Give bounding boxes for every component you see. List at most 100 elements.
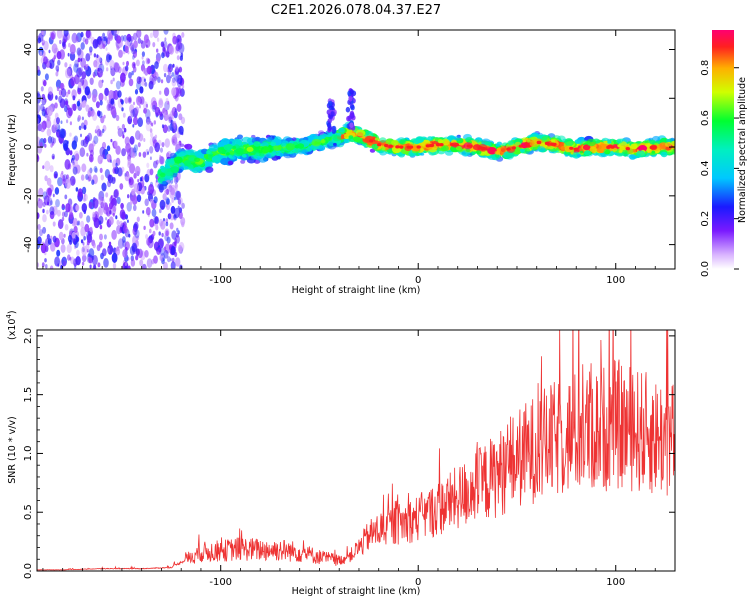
- noise-cell: [81, 163, 87, 173]
- noise-cell: [59, 128, 66, 139]
- noise-cell: [132, 195, 138, 205]
- noise-cell: [51, 30, 56, 40]
- noise-cell: [98, 79, 103, 89]
- ridge-cell: [227, 160, 234, 166]
- noise-cell: [134, 113, 137, 118]
- noise-cell: [163, 246, 167, 251]
- ridge-cell: [616, 138, 623, 144]
- noise-cell: [92, 112, 98, 121]
- noise-cell: [55, 95, 58, 100]
- noise-cell: [172, 120, 177, 129]
- noise-cell: [51, 43, 58, 54]
- noise-cell: [159, 247, 165, 256]
- ridge-cell: [526, 139, 531, 143]
- burst-cell: [348, 96, 353, 102]
- noise-cell: [132, 55, 135, 60]
- noise-cell: [158, 156, 164, 165]
- ridge-cell: [621, 149, 628, 155]
- noise-cell: [131, 152, 136, 159]
- noise-cell: [42, 201, 46, 207]
- ridge-cell: [253, 141, 261, 147]
- noise-cell: [50, 136, 55, 144]
- noise-cell: [77, 188, 83, 198]
- burst-cell: [327, 125, 332, 131]
- noise-cell: [73, 63, 79, 73]
- noise-cell: [43, 56, 48, 65]
- noise-cell: [163, 63, 168, 73]
- noise-cell: [144, 173, 150, 183]
- noise-cell: [149, 218, 155, 228]
- noise-cell: [139, 86, 144, 94]
- noise-cell: [93, 135, 99, 145]
- noise-cell: [64, 210, 68, 218]
- noise-cell: [54, 102, 58, 109]
- noise-cell: [41, 262, 45, 268]
- noise-cell: [87, 132, 93, 142]
- noise-cell: [37, 123, 41, 131]
- noise-cell: [154, 71, 159, 80]
- noise-cell: [99, 100, 103, 106]
- noise-cell: [80, 133, 82, 138]
- ridge-cell: [491, 154, 496, 158]
- noise-cell: [82, 186, 87, 195]
- noise-cell: [51, 141, 55, 146]
- snr-x-tick-label: -100: [209, 577, 232, 588]
- ridge-peak: [573, 147, 578, 151]
- noise-cell: [129, 135, 135, 145]
- noise-cell: [167, 256, 171, 263]
- ridge-cell: [649, 139, 656, 145]
- ridge-cell: [391, 139, 399, 146]
- chart-title: C2E1.2026.078.04.37.E27: [271, 3, 441, 18]
- burst-cell: [349, 122, 354, 128]
- noise-cell: [123, 225, 128, 234]
- noise-cell: [110, 159, 112, 163]
- noise-cell: [123, 127, 127, 133]
- ridge-peak: [395, 145, 400, 149]
- noise-cell: [124, 172, 130, 182]
- noise-cell: [110, 195, 113, 199]
- ridge-cell: [318, 130, 325, 136]
- noise-cell: [48, 59, 55, 70]
- noise-cell: [74, 59, 79, 68]
- noise-cell: [153, 255, 158, 264]
- noise-cell: [151, 208, 157, 217]
- noise-cell: [159, 199, 166, 210]
- noise-cell: [81, 71, 87, 80]
- ridge-peak: [466, 144, 471, 148]
- noise-cell: [37, 198, 43, 209]
- noise-cell: [80, 122, 85, 129]
- noise-cell: [171, 198, 174, 203]
- noise-cell: [42, 106, 46, 112]
- noise-cell: [132, 66, 137, 73]
- noise-cell: [141, 56, 144, 60]
- noise-cell: [127, 194, 130, 199]
- noise-cell: [79, 147, 86, 158]
- noise-cell: [61, 203, 65, 209]
- noise-cell: [116, 196, 121, 205]
- noise-cell: [177, 198, 182, 205]
- noise-cell: [127, 265, 131, 269]
- noise-cell: [54, 256, 60, 267]
- spectrogram-y-tick-label: 40: [23, 43, 34, 56]
- noise-cell: [92, 140, 96, 147]
- ridge-cell: [266, 153, 272, 158]
- noise-cell: [122, 249, 128, 258]
- noise-cell: [172, 35, 178, 45]
- noise-cell: [175, 74, 181, 84]
- noise-cell: [56, 86, 60, 92]
- noise-cell: [181, 202, 185, 209]
- noise-cell: [120, 72, 126, 83]
- noise-cell: [56, 249, 61, 257]
- noise-cell: [143, 34, 149, 44]
- noise-cell: [85, 134, 90, 143]
- noise-cell: [124, 45, 129, 54]
- noise-cell: [98, 92, 104, 102]
- noise-cell: [178, 197, 183, 206]
- noise-cell: [92, 211, 96, 218]
- ridge-peak: [425, 144, 431, 148]
- noise-cell: [177, 230, 180, 235]
- noise-cell: [55, 199, 60, 208]
- noise-cell: [161, 205, 164, 210]
- noise-cell: [81, 261, 85, 266]
